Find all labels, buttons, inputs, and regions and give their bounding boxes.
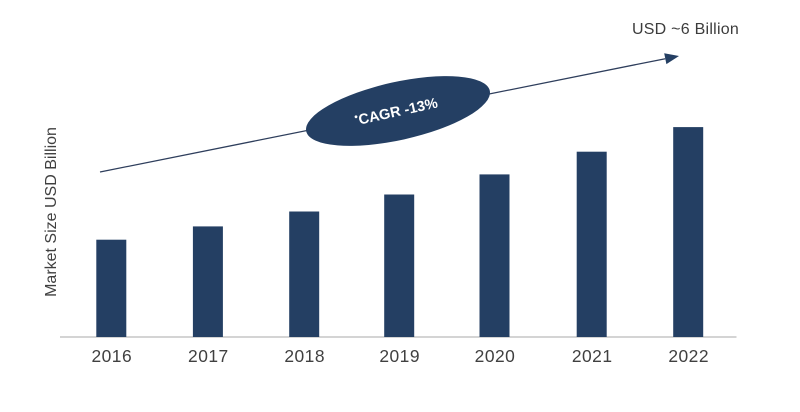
svg-text:Market Size USD Billion: Market Size USD Billion bbox=[43, 127, 60, 297]
svg-text:USD ~6 Billion: USD ~6 Billion bbox=[632, 21, 739, 38]
svg-text:2017: 2017 bbox=[188, 346, 229, 366]
svg-text:2022: 2022 bbox=[668, 346, 709, 366]
svg-text:2020: 2020 bbox=[475, 346, 516, 366]
svg-text:2018: 2018 bbox=[284, 346, 325, 366]
svg-text:2016: 2016 bbox=[91, 346, 132, 366]
svg-text:2021: 2021 bbox=[572, 346, 613, 366]
svg-text:2019: 2019 bbox=[379, 346, 420, 366]
